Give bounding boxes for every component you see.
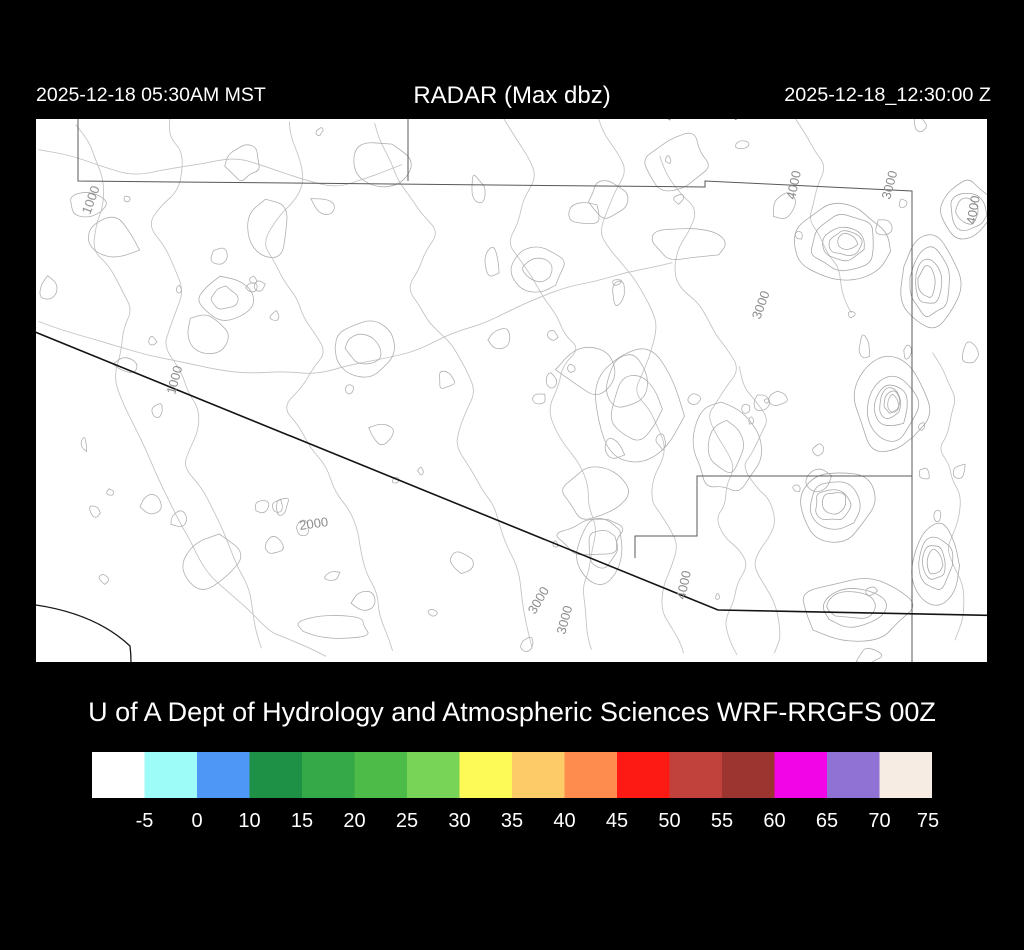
svg-text:55: 55 [711, 810, 733, 832]
svg-text:1000: 1000 [163, 364, 185, 396]
svg-text:60: 60 [763, 810, 785, 832]
svg-text:40: 40 [553, 810, 575, 832]
svg-text:35: 35 [501, 810, 523, 832]
svg-text:4000: 4000 [963, 194, 983, 225]
svg-text:25: 25 [396, 810, 418, 832]
svg-text:70: 70 [868, 810, 890, 832]
svg-text:2000: 2000 [298, 514, 329, 533]
svg-text:3000: 3000 [725, 119, 745, 122]
svg-text:45: 45 [606, 810, 628, 832]
svg-text:-5: -5 [136, 810, 154, 832]
svg-text:2000: 2000 [658, 119, 678, 122]
svg-text:3000: 3000 [749, 289, 773, 321]
svg-text:10: 10 [238, 810, 260, 832]
svg-text:65: 65 [816, 810, 838, 832]
svg-text:4000: 4000 [783, 169, 804, 200]
svg-text:1000: 1000 [79, 184, 103, 216]
svg-text:20: 20 [343, 810, 365, 832]
svg-text:0: 0 [191, 810, 202, 832]
svg-text:3000: 3000 [553, 604, 575, 636]
svg-text:4000: 4000 [673, 569, 694, 600]
svg-text:15: 15 [291, 810, 313, 832]
svg-text:3000: 3000 [525, 584, 552, 617]
svg-text:75: 75 [917, 810, 939, 832]
svg-text:50: 50 [658, 810, 680, 832]
svg-text:30: 30 [448, 810, 470, 832]
svg-text:3000: 3000 [878, 169, 900, 201]
